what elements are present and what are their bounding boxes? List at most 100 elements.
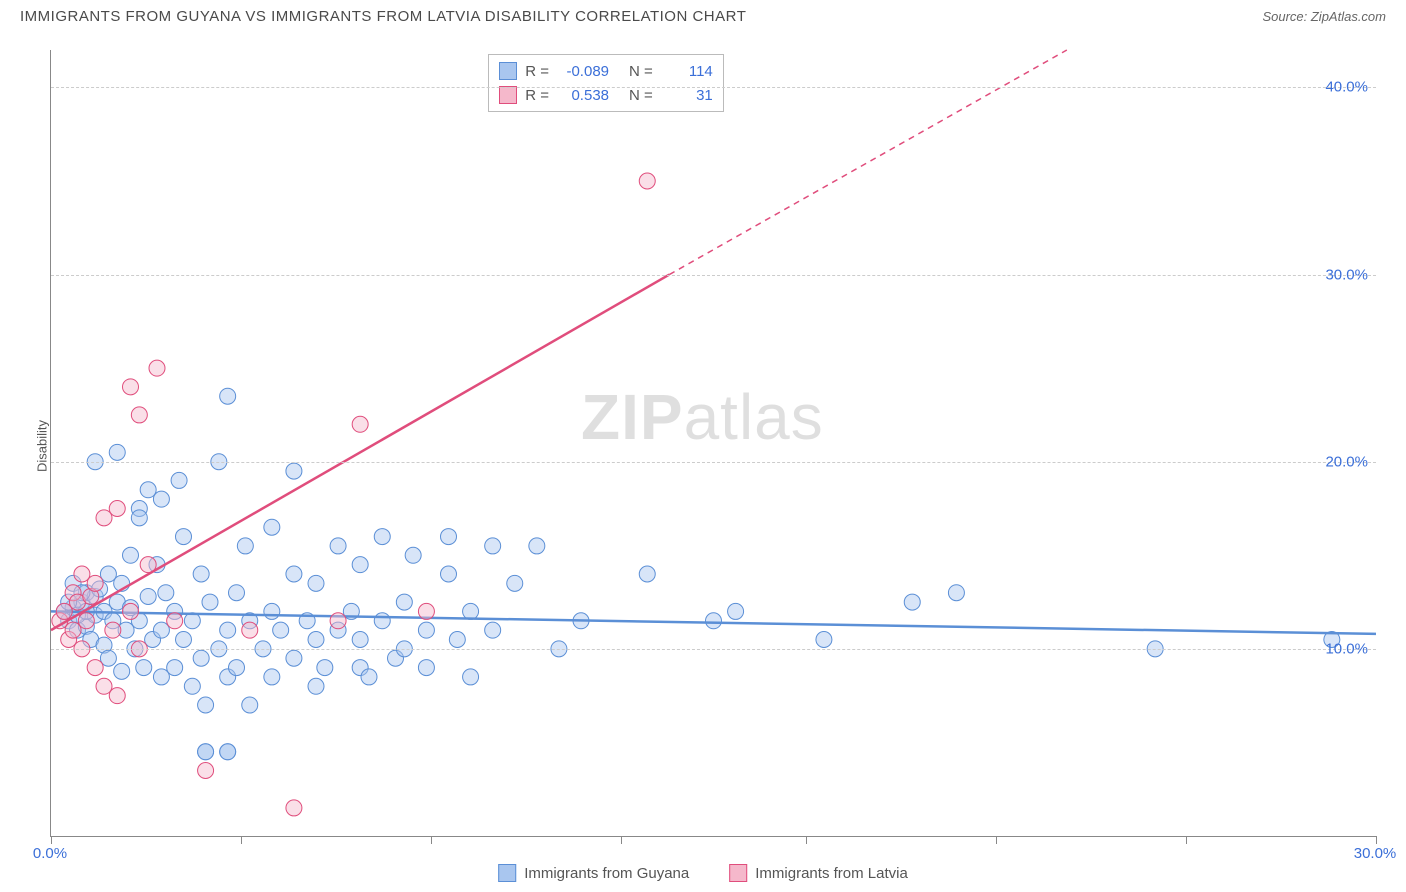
- data-point: [405, 547, 421, 563]
- data-point: [352, 632, 368, 648]
- data-point: [361, 669, 377, 685]
- data-point: [418, 622, 434, 638]
- y-axis-label: Disability: [35, 420, 50, 472]
- series-swatch: [499, 86, 517, 104]
- data-point: [123, 603, 139, 619]
- data-point: [87, 660, 103, 676]
- data-point: [78, 613, 94, 629]
- legend-item: Immigrants from Latvia: [729, 864, 908, 882]
- x-tick: [621, 836, 622, 844]
- stat-r-label: R =: [525, 87, 549, 104]
- data-point: [485, 538, 501, 554]
- stat-n-label: N =: [629, 63, 653, 80]
- x-tick: [51, 836, 52, 844]
- data-point: [441, 566, 457, 582]
- data-point: [220, 744, 236, 760]
- data-point: [418, 603, 434, 619]
- stats-row: R =-0.089N =114: [499, 59, 713, 83]
- series-swatch: [499, 62, 517, 80]
- y-tick-label: 30.0%: [1325, 266, 1368, 283]
- data-point: [158, 585, 174, 601]
- scatter-svg: [51, 50, 1376, 836]
- data-point: [264, 669, 280, 685]
- stat-r-label: R =: [525, 63, 549, 80]
- data-point: [109, 501, 125, 517]
- correlation-stats-box: R =-0.089N =114R =0.538N =31: [488, 54, 724, 112]
- data-point: [728, 603, 744, 619]
- chart-title: IMMIGRANTS FROM GUYANA VS IMMIGRANTS FRO…: [20, 8, 746, 25]
- data-point: [96, 678, 112, 694]
- data-point: [105, 622, 121, 638]
- x-tick: [241, 836, 242, 844]
- data-point: [87, 575, 103, 591]
- data-point: [123, 547, 139, 563]
- x-tick-label: 0.0%: [33, 845, 67, 862]
- data-point: [816, 632, 832, 648]
- data-point: [198, 697, 214, 713]
- x-tick: [806, 836, 807, 844]
- data-point: [639, 566, 655, 582]
- data-point: [109, 444, 125, 460]
- data-point: [463, 669, 479, 685]
- x-tick: [996, 836, 997, 844]
- data-point: [308, 632, 324, 648]
- data-point: [352, 557, 368, 573]
- data-point: [167, 660, 183, 676]
- data-point: [136, 660, 152, 676]
- data-point: [100, 566, 116, 582]
- data-point: [184, 678, 200, 694]
- trend-line: [51, 275, 669, 631]
- data-point: [441, 529, 457, 545]
- data-point: [140, 482, 156, 498]
- data-point: [56, 603, 72, 619]
- data-point: [74, 566, 90, 582]
- series-swatch: [498, 864, 516, 882]
- data-point: [100, 650, 116, 666]
- data-point: [229, 585, 245, 601]
- data-point: [308, 575, 324, 591]
- data-point: [229, 660, 245, 676]
- data-point: [198, 744, 214, 760]
- y-tick-label: 20.0%: [1325, 453, 1368, 470]
- data-point: [114, 663, 130, 679]
- gridline: [51, 87, 1376, 88]
- data-point: [193, 650, 209, 666]
- data-point: [904, 594, 920, 610]
- data-point: [153, 491, 169, 507]
- data-point: [131, 510, 147, 526]
- legend-label: Immigrants from Latvia: [755, 865, 908, 882]
- x-tick: [1376, 836, 1377, 844]
- data-point: [529, 538, 545, 554]
- stat-n-value: 114: [661, 63, 713, 80]
- data-point: [140, 588, 156, 604]
- data-point: [153, 622, 169, 638]
- data-point: [374, 613, 390, 629]
- stat-n-label: N =: [629, 87, 653, 104]
- legend: Immigrants from Guyana Immigrants from La…: [498, 864, 908, 882]
- data-point: [286, 800, 302, 816]
- data-point: [485, 622, 501, 638]
- data-point: [948, 585, 964, 601]
- data-point: [96, 510, 112, 526]
- stat-r-value: 0.538: [557, 87, 609, 104]
- gridline: [51, 649, 1376, 650]
- data-point: [109, 688, 125, 704]
- data-point: [171, 472, 187, 488]
- trend-line-extrapolated: [669, 50, 1066, 275]
- data-point: [153, 669, 169, 685]
- gridline: [51, 462, 1376, 463]
- data-point: [507, 575, 523, 591]
- data-point: [273, 622, 289, 638]
- data-point: [176, 529, 192, 545]
- data-point: [706, 613, 722, 629]
- data-point: [286, 463, 302, 479]
- series-swatch: [729, 864, 747, 882]
- data-point: [396, 594, 412, 610]
- legend-label: Immigrants from Guyana: [524, 865, 689, 882]
- data-point: [264, 519, 280, 535]
- data-point: [202, 594, 218, 610]
- data-point: [193, 566, 209, 582]
- data-point: [264, 603, 280, 619]
- y-tick-label: 10.0%: [1325, 640, 1368, 657]
- data-point: [198, 763, 214, 779]
